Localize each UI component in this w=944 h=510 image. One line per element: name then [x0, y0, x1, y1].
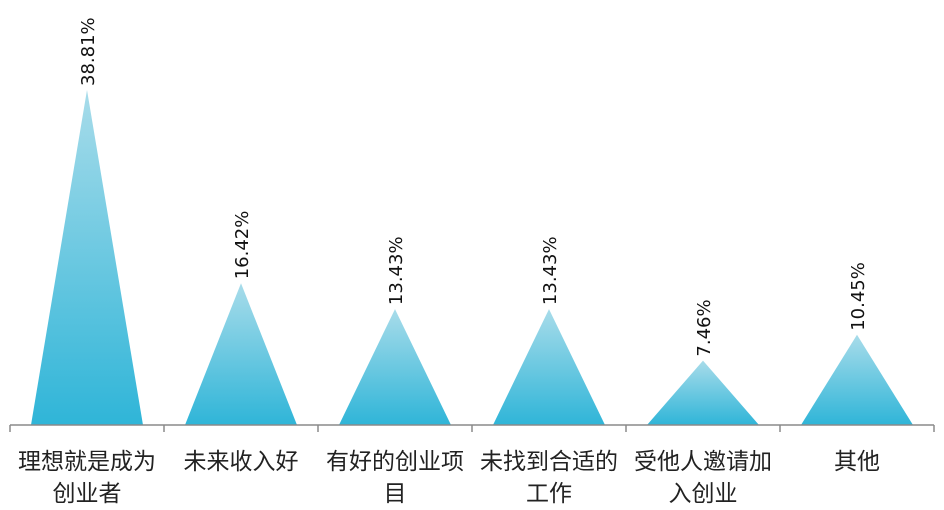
triangle-bar — [493, 309, 605, 425]
x-axis-ticks — [9, 425, 935, 432]
data-label: 16.42% — [232, 211, 253, 280]
category-label: 未来收入好 — [183, 449, 299, 475]
data-label: 38.81% — [78, 17, 99, 86]
triangle-bar — [185, 283, 297, 425]
data-label: 7.46% — [694, 299, 715, 356]
category-label: 有好的创业项 目 — [326, 449, 464, 507]
category-label: 未找到合适的 工作 — [480, 449, 618, 507]
plot-area: 38.81% 16.42% 13.43% 13.43% 7.46% 10.45% — [31, 17, 913, 425]
category-label: 受他人邀请加 入创业 — [634, 449, 772, 507]
category-label: 理想就是成为 创业者 — [18, 449, 156, 507]
data-label: 10.45% — [848, 262, 869, 331]
triangle-bar — [339, 309, 451, 425]
category-label: 其他 — [834, 449, 880, 475]
triangle-bar — [801, 334, 913, 425]
triangle-bar — [647, 360, 759, 425]
triangle-bar — [31, 90, 143, 425]
data-label: 13.43% — [540, 236, 561, 305]
data-label: 13.43% — [386, 236, 407, 305]
